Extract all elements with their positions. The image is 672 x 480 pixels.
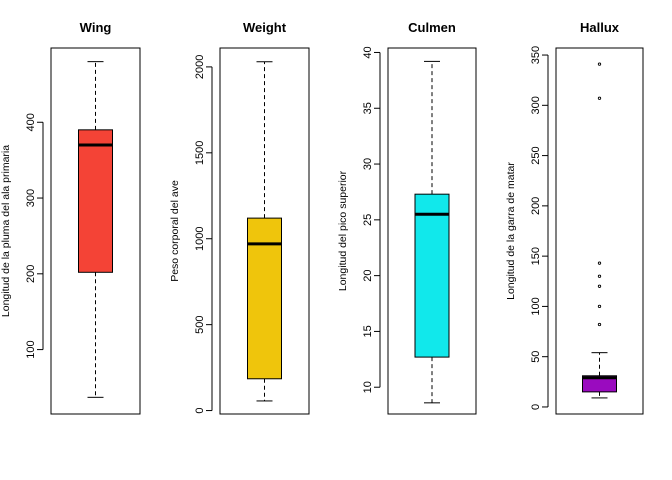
y-tick-label: 20 [362, 270, 374, 282]
y-tick-label: 500 [194, 315, 206, 333]
y-tick-label: 250 [530, 146, 542, 164]
y-tick-label: 300 [530, 96, 542, 114]
panel-title: Culmen [408, 20, 456, 35]
plot-frame [387, 47, 477, 415]
y-tick-label: 100 [25, 340, 37, 358]
outlier-point [597, 304, 602, 309]
y-tick-label: 100 [530, 297, 542, 315]
y-tick-label: 400 [25, 113, 37, 131]
y-tick-label: 200 [530, 197, 542, 215]
outlier-point [597, 284, 602, 288]
plot-frame [219, 47, 310, 415]
y-tick-label: 150 [530, 247, 542, 265]
y-tick-label: 10 [362, 381, 374, 393]
iqr-box [582, 375, 617, 393]
y-axis-label: Longitud del pico superior [337, 170, 349, 291]
plot-frame [50, 47, 141, 415]
y-axis-label: Longitud de la pluma del ala primaria [0, 145, 12, 317]
y-tick-label: 40 [362, 46, 374, 58]
outlier-point [597, 274, 602, 278]
panel-culmen: Culmen 10 15 20 25 30 35 40 Longitud del pico su… [337, 20, 477, 415]
outlier-point [597, 261, 602, 265]
panel-weight: Weight 0 500 1000 1500 2000 Peso corporal del … [169, 20, 310, 415]
y-tick-label: 0 [194, 408, 206, 414]
y-axis-label: Peso corporal del ave [169, 180, 181, 282]
y-tick-label: 25 [362, 214, 374, 226]
iqr-box [247, 217, 282, 380]
y-tick-label: 30 [362, 158, 374, 170]
iqr-box [414, 193, 450, 358]
panel-wing: Wing 100 200 300 400 Longitud de la pluma del… [0, 20, 141, 415]
y-tick-label: 2000 [194, 55, 206, 79]
y-tick-label: 350 [530, 46, 542, 64]
y-tick-label: 0 [530, 404, 542, 410]
outlier-point [597, 96, 602, 100]
panel-title: Hallux [580, 20, 620, 35]
outlier-point [597, 62, 602, 66]
panel-hallux: Hallux 0 50 100 150 200 250 300 350 Longitud de l… [505, 20, 644, 415]
y-tick-label: 15 [362, 325, 374, 337]
panel-title: Weight [243, 20, 287, 35]
y-tick-label: 35 [362, 102, 374, 114]
y-tick-label: 1000 [194, 226, 206, 250]
outlier-point [597, 322, 602, 327]
y-tick-label: 1500 [194, 141, 206, 165]
y-tick-label: 50 [530, 351, 542, 363]
panel-title: Wing [80, 20, 112, 35]
iqr-box [78, 129, 113, 273]
y-tick-label: 300 [25, 189, 37, 207]
y-axis-label: Longitud de la garra de matar [505, 162, 517, 300]
y-tick-label: 200 [25, 265, 37, 283]
plot-frame [555, 47, 644, 415]
